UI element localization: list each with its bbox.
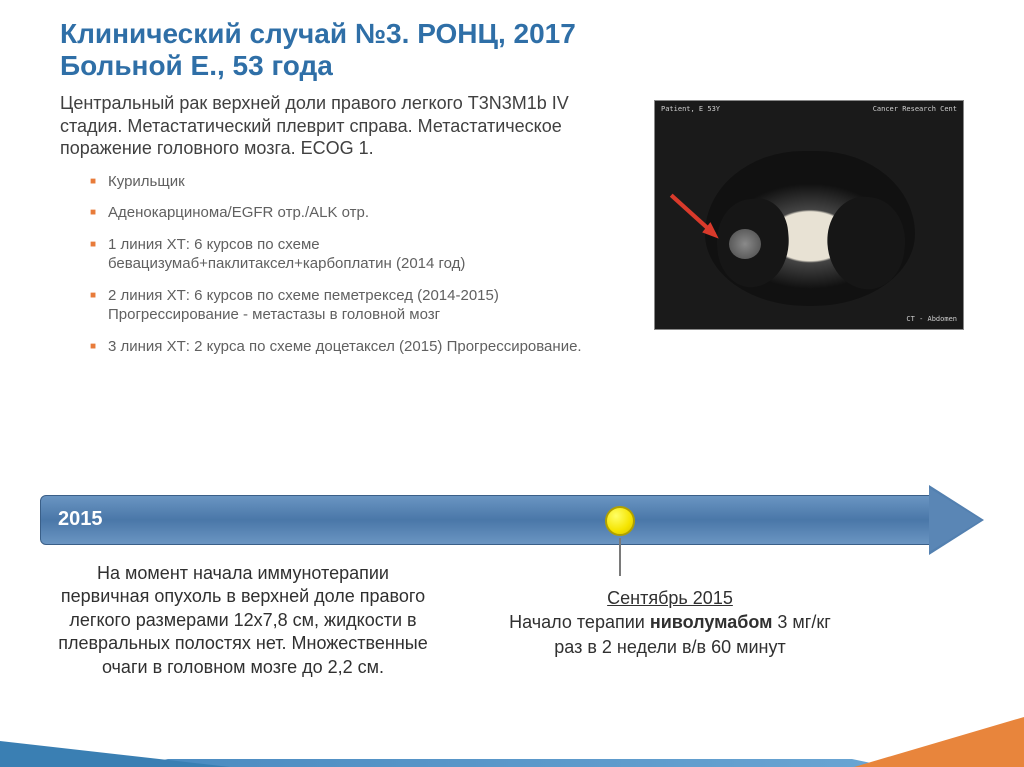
list-item: Курильщик [90,172,590,192]
caption-line2-post: 3 мг/кг [772,612,830,632]
decor-blue-corner [0,741,230,767]
diagnosis-text: Центральный рак верхней доли правого лег… [60,92,580,160]
decor-orange-corner [854,717,1024,767]
slide: Клинический случай №3. РОНЦ, 2017 Больно… [0,0,1024,767]
bullet-list: Курильщик Аденокарцинома/EGFR отр./ALK о… [90,172,590,357]
arrow-head-icon [929,485,984,555]
ct-scan-image: Patient, E 53Y Cancer Research Cent CT -… [654,100,964,330]
timeline-marker-icon [605,506,635,536]
list-item: 1 линия ХТ: 6 курсов по схеме бевацизума… [90,235,590,274]
decor-blue-strip [130,759,890,767]
timeline-arrow: 2015 [40,490,984,550]
scan-lesion [729,229,761,259]
caption-line2-pre: Начало терапии [509,612,650,632]
slide-title: Клинический случай №3. РОНЦ, 2017 Больно… [60,18,964,82]
timeline-marker-line [619,538,621,576]
scan-meta: Cancer Research Cent [873,105,957,113]
scan-meta: Patient, E 53Y [661,105,720,113]
caption-left: На момент начала иммунотерапии первичная… [58,562,428,679]
caption-line3: раз в 2 недели в/в 60 минут [554,637,785,657]
title-line-2: Больной Е., 53 года [60,50,333,81]
title-line-1: Клинический случай №3. РОНЦ, 2017 [60,18,576,49]
list-item: 3 линия ХТ: 2 курса по схеме доцетаксел … [90,337,590,357]
caption-date: Сентябрь 2015 [607,588,733,608]
caption-right: Сентябрь 2015 Начало терапии ниволумабом… [470,586,870,659]
timeline-year: 2015 [58,508,103,531]
lesion-arrow-icon [665,189,727,251]
arrow-body [40,495,930,545]
list-item: 2 линия ХТ: 6 курсов по схеме пеметрексе… [90,286,590,325]
list-item: Аденокарцинома/EGFR отр./ALK отр. [90,203,590,223]
scan-meta: CT - Abdomen [906,315,957,323]
caption-line2-bold: ниволумабом [650,612,773,632]
